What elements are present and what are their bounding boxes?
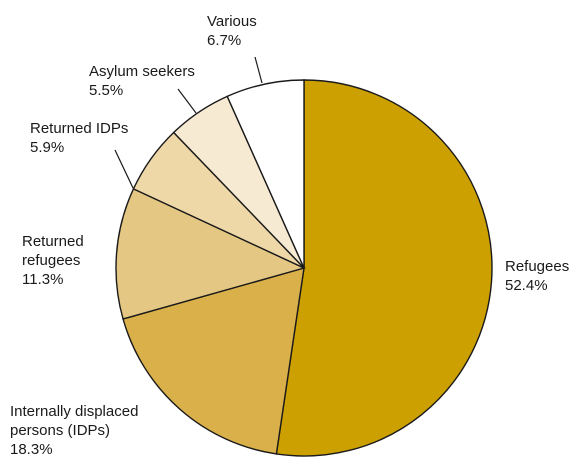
pie-slices <box>115 79 493 457</box>
slice-labels: Refugees 52.4% Internally displaced persons… <box>10 13 569 458</box>
slice-label-returned-refugees: Returned refugees 11.3% <box>22 233 84 288</box>
pie-slice-internally-displaced-persons-idps <box>122 267 305 455</box>
slice-label-internally-displaced-persons-idps: Internally displaced persons (IDPs) 18.3% <box>10 403 138 458</box>
slice-label-line: Asylum seekers <box>89 63 195 80</box>
slice-value-returned-refugees: 11.3% <box>22 271 63 288</box>
slice-label-refugees: Refugees 52.4% <box>505 258 569 294</box>
leader-line-various <box>254 56 263 84</box>
slice-label-various: Various 6.7% <box>207 13 257 49</box>
slice-value-returned-idps: 5.9% <box>30 139 64 156</box>
slice-label-line: Various <box>207 13 257 30</box>
slice-label-line: refugees <box>22 252 80 269</box>
slice-label-returned-idps: Returned IDPs 5.9% <box>30 120 128 156</box>
slice-value-refugees: 52.4% <box>505 277 548 294</box>
slice-label-line: Returned IDPs <box>30 120 128 137</box>
slice-value-various: 6.7% <box>207 32 241 49</box>
leader-line-asylum-seekers <box>177 88 197 114</box>
pie-slice-refugees <box>275 79 493 457</box>
slice-label-line: Refugees <box>505 258 569 275</box>
pie-slice-returned-refugees <box>115 187 307 320</box>
slice-label-line: Internally displaced <box>10 403 138 420</box>
slice-label-line: Returned <box>22 233 84 250</box>
slice-value-internally-displaced-persons-idps: 18.3% <box>10 441 53 458</box>
slice-value-asylum-seekers: 5.5% <box>89 82 123 99</box>
slice-label-asylum-seekers: Asylum seekers 5.5% <box>89 63 195 99</box>
slice-label-line: persons (IDPs) <box>10 422 110 439</box>
leader-line-returned-idps <box>114 149 134 189</box>
leader-lines <box>114 56 263 189</box>
pie-slice-various <box>226 79 305 269</box>
